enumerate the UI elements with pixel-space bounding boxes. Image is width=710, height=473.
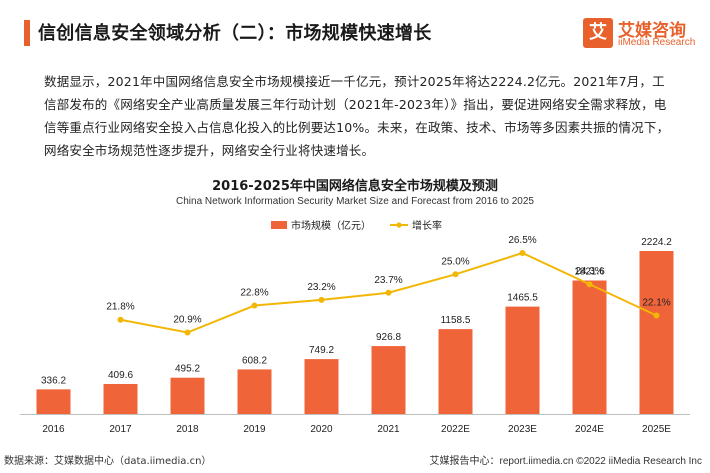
bar-label-2016: 336.2	[41, 375, 66, 386]
brand-logo: 艾 艾媒咨询 iiMedia Research	[583, 18, 703, 54]
bar-2016	[36, 389, 71, 414]
x-tick-2018: 2018	[176, 424, 199, 435]
x-tick-2021: 2021	[377, 424, 400, 435]
x-tick-2023E: 2023E	[508, 424, 537, 435]
legend-label-line: 增长率	[412, 219, 442, 232]
title-accent-bar	[24, 20, 30, 46]
growth-label-2019: 22.8%	[240, 288, 268, 299]
legend-marker-line	[396, 222, 402, 228]
bar-2022E	[438, 329, 473, 414]
bar-2023E	[505, 306, 540, 414]
logo-text-cn: 艾媒咨询	[618, 21, 686, 41]
growth-point-2019	[251, 302, 258, 309]
bar-2024E	[572, 280, 607, 414]
bar-label-2018: 495.2	[175, 364, 200, 375]
growth-label-2018: 20.9%	[173, 315, 201, 326]
x-tick-2019: 2019	[243, 424, 266, 435]
growth-point-2021	[385, 289, 392, 296]
growth-point-2017	[117, 316, 124, 323]
logo-icon: 艾	[583, 18, 613, 48]
logo-text-en: iiMedia Research	[618, 37, 696, 48]
x-tick-2017: 2017	[109, 424, 132, 435]
header: 信创信息安全领域分析（二）：市场规模快速增长 艾 艾媒咨询 iiMedia Re…	[0, 0, 710, 70]
x-tick-2016: 2016	[42, 424, 65, 435]
bar-2021	[371, 346, 406, 414]
legend-swatch-bar	[271, 221, 287, 229]
x-tick-2024E: 2024E	[575, 424, 604, 435]
growth-label-2017: 21.8%	[106, 302, 134, 313]
legend-label-bar: 市场规模（亿元）	[291, 219, 371, 232]
x-tick-2020: 2020	[310, 424, 333, 435]
growth-label-2023E: 26.5%	[508, 235, 536, 246]
bar-label-2017: 409.6	[108, 370, 133, 381]
growth-point-2020	[318, 296, 325, 303]
bar-label-2019: 608.2	[242, 355, 267, 366]
growth-label-2024E: 24.3%	[575, 266, 603, 277]
x-tick-2022E: 2022E	[441, 424, 470, 435]
intro-paragraph: 数据显示，2021年中国网络信息安全市场规模接近一千亿元，预计2025年将达22…	[44, 74, 670, 158]
bar-2020	[304, 359, 339, 414]
data-source: 数据来源：艾媒数据中心（data.iimedia.cn）	[4, 456, 212, 467]
x-tick-2025E: 2025E	[642, 424, 671, 435]
bar-2017	[103, 383, 138, 414]
chart-subtitle: China Network Information Security Marke…	[176, 196, 534, 207]
growth-point-2022E	[452, 271, 459, 278]
chart-title: 2016-2025年中国网络信息安全市场规模及预测	[212, 179, 498, 194]
bar-label-2021: 926.8	[376, 332, 401, 343]
growth-label-2022E: 25.0%	[441, 256, 469, 267]
bar-2025E	[639, 251, 674, 414]
growth-label-2020: 23.2%	[307, 282, 335, 293]
growth-point-2023E	[519, 250, 526, 256]
bar-label-2022E: 1158.5	[441, 315, 471, 326]
bar-label-2024E: 1821.6	[574, 267, 605, 278]
growth-label-2021: 23.7%	[374, 275, 402, 286]
footer-credit: 艾媒报告中心：report.iimedia.cn ©2022 iiMedia R…	[429, 456, 702, 467]
bar-2018	[170, 377, 205, 414]
page-title: 信创信息安全领域分析（二）：市场规模快速增长	[38, 23, 432, 44]
bar-label-2020: 749.2	[309, 345, 334, 356]
bar-label-2025E: 2224.2	[641, 237, 672, 248]
growth-point-2018	[184, 329, 191, 336]
growth-point-2024E	[586, 281, 593, 288]
bar-label-2023E: 1465.5	[507, 293, 538, 304]
growth-label-2025E: 22.1%	[642, 297, 670, 308]
growth-point-2025E	[653, 312, 660, 319]
bar-2019	[237, 369, 272, 414]
